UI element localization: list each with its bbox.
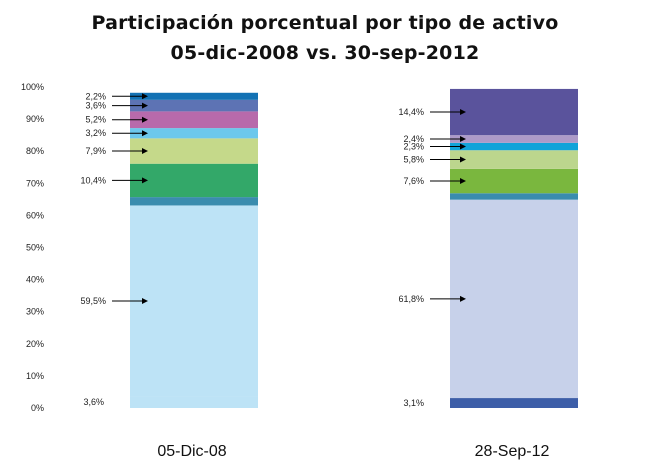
data-label: 5,8% [403,155,424,165]
label-arrow-head [142,177,148,184]
bar-segment [450,142,578,151]
bar-segment [130,128,258,139]
bar-segment [130,99,258,112]
y-tick-label: 50% [26,243,44,253]
data-label: 2,3% [403,142,424,152]
bar-segment [450,193,578,200]
label-arrow-head [460,295,466,302]
data-label: 59,5% [80,296,106,306]
category-label: 28-Sep-12 [475,443,550,460]
y-tick-label: 100% [21,82,44,92]
bar-segment [450,135,578,143]
data-label: 14,4% [398,107,424,117]
data-label: 3,6% [85,101,106,111]
bar-segment [130,138,258,164]
y-tick-label: 20% [26,339,44,349]
y-tick-label: 0% [31,403,44,413]
label-arrow-head [460,143,466,150]
bar-segment [130,111,258,129]
data-label: 61,8% [398,294,424,304]
bar-segment [450,199,578,399]
label-arrow-head [142,102,148,109]
data-label: 3,2% [85,128,106,138]
chart-title: Participación porcentual por tipo de act… [91,12,559,34]
y-tick-label: 30% [26,307,44,317]
label-arrow-head [142,93,148,100]
bar-segment [130,396,258,408]
y-tick-label: 40% [26,275,44,285]
category-label: 05-Dic-08 [157,443,226,460]
data-label: 3,1% [403,398,424,408]
y-tick-label: 80% [26,146,44,156]
bar-segment [450,398,578,408]
label-arrow-head [142,297,148,304]
label-arrow-head [460,136,466,143]
y-tick-label: 60% [26,210,44,220]
y-tick-label: 70% [26,178,44,188]
bar-segment [130,92,258,100]
label-arrow-head [460,178,466,185]
bar-segment [130,197,258,206]
data-label: 2,2% [85,91,106,101]
label-arrow-head [142,130,148,137]
data-label: 7,9% [85,146,106,156]
data-label: 3,6% [83,397,104,407]
data-label: 7,6% [403,176,424,186]
bar-segment [130,163,258,198]
bar-segment [130,205,258,397]
chart-subtitle: 05-dic-2008 vs. 30-sep-2012 [170,42,480,64]
y-tick-label: 10% [26,371,44,381]
bar-segment [450,88,578,136]
label-arrow-head [460,109,466,116]
label-arrow-head [460,156,466,163]
bar-segment [450,168,578,194]
y-tick-label: 90% [26,114,44,124]
label-arrow-head [142,116,148,123]
label-arrow-head [142,148,148,155]
data-label: 2,4% [403,134,424,144]
data-label: 5,2% [85,115,106,125]
bar-segment [450,150,578,169]
data-label: 10,4% [80,175,106,185]
